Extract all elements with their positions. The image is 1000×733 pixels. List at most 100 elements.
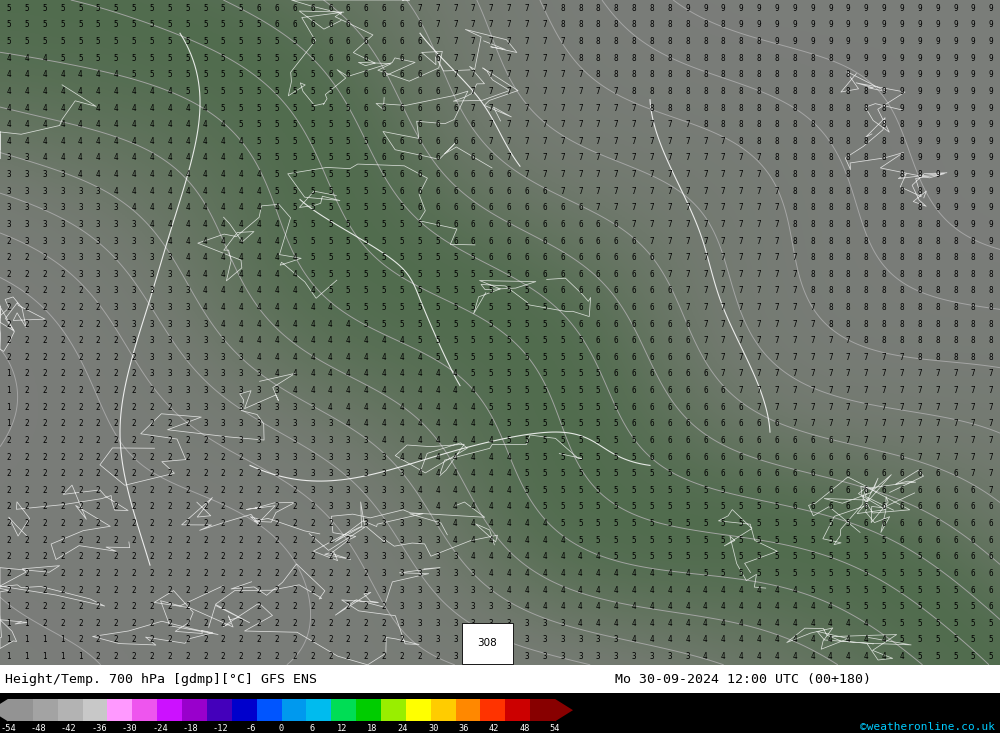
Text: 8: 8 [882,103,886,113]
Text: 4: 4 [578,552,583,561]
Text: 9: 9 [792,21,797,29]
Text: 8: 8 [971,320,976,328]
Text: 3: 3 [382,452,386,462]
Text: 5: 5 [578,353,583,362]
Text: 8: 8 [864,253,868,262]
Text: 4: 4 [667,569,672,578]
Text: 3: 3 [292,402,297,412]
Text: 2: 2 [114,536,118,545]
Text: 6: 6 [435,203,440,213]
Text: 6: 6 [649,386,654,395]
Text: 2: 2 [203,636,208,644]
Text: 5: 5 [310,103,315,113]
Text: 5: 5 [185,54,190,63]
Text: 4: 4 [239,187,243,196]
Text: 9: 9 [864,4,868,12]
Text: 7: 7 [596,187,601,196]
Text: 5: 5 [757,519,761,528]
Text: 4: 4 [828,619,833,627]
Text: 8: 8 [810,120,815,129]
Text: 6: 6 [310,4,315,12]
Text: 5: 5 [828,569,833,578]
Text: 6: 6 [382,137,386,146]
Text: 4: 4 [364,353,368,362]
Text: 6: 6 [703,419,708,428]
Text: 9: 9 [846,54,851,63]
Text: 7: 7 [560,137,565,146]
Text: 5: 5 [507,386,511,395]
Text: 8: 8 [917,270,922,279]
Text: 4: 4 [239,137,243,146]
Text: 2: 2 [96,386,101,395]
Text: 3: 3 [167,270,172,279]
Text: 6: 6 [703,402,708,412]
Text: 4: 4 [399,436,404,445]
Text: 4: 4 [703,636,708,644]
Text: 1: 1 [7,419,11,428]
Text: 5: 5 [792,569,797,578]
Text: 7: 7 [953,402,958,412]
Text: 8: 8 [792,54,797,63]
Text: 7: 7 [953,452,958,462]
Text: 6: 6 [703,386,708,395]
Text: 4: 4 [471,402,476,412]
Text: 3: 3 [149,287,154,295]
Text: 6: 6 [364,4,368,12]
Text: 5: 5 [810,536,815,545]
Text: 9: 9 [792,37,797,46]
Text: 7: 7 [614,187,618,196]
Text: 7: 7 [774,402,779,412]
Text: 2: 2 [292,602,297,611]
Text: 3: 3 [78,187,83,196]
Text: 9: 9 [953,187,958,196]
Text: 2: 2 [185,552,190,561]
Text: 8: 8 [578,21,583,29]
Text: 3: 3 [24,237,29,246]
Text: 2: 2 [114,552,118,561]
Text: 8: 8 [774,137,779,146]
Text: 48: 48 [519,724,530,733]
Text: 5: 5 [364,170,368,179]
Text: 7: 7 [792,336,797,345]
Text: 4: 4 [203,120,208,129]
Text: 3: 3 [471,586,476,594]
Text: 2: 2 [78,552,83,561]
Text: 4: 4 [114,153,118,163]
Text: 8: 8 [846,253,851,262]
Text: 4: 4 [774,619,779,627]
Text: 4: 4 [42,120,47,129]
Text: 4: 4 [542,519,547,528]
Text: 2: 2 [96,469,101,478]
Text: 6: 6 [667,452,672,462]
Text: 8: 8 [757,87,761,96]
Text: 5: 5 [310,120,315,129]
Text: 2: 2 [239,586,243,594]
Text: 1: 1 [24,652,29,661]
Text: 5: 5 [203,70,208,79]
Text: 2: 2 [42,336,47,345]
Text: 4: 4 [364,369,368,378]
Text: 3: 3 [167,353,172,362]
Text: 3: 3 [149,303,154,312]
Text: 8: 8 [739,70,743,79]
Text: 2: 2 [257,486,261,495]
Text: 7: 7 [739,253,743,262]
Text: 5: 5 [417,287,422,295]
Text: 3: 3 [292,452,297,462]
Text: 7: 7 [453,54,458,63]
Text: 5: 5 [614,536,618,545]
Bar [33,699,58,721]
Text: 4: 4 [864,652,868,661]
Text: 3: 3 [7,187,11,196]
Text: 3: 3 [346,469,351,478]
Text: 5: 5 [310,70,315,79]
Text: 3: 3 [167,320,172,328]
Text: 3: 3 [382,519,386,528]
Text: 5: 5 [632,486,636,495]
Text: 5: 5 [114,21,118,29]
Text: 3: 3 [471,602,476,611]
Text: 8: 8 [810,187,815,196]
Text: 5: 5 [24,21,29,29]
Text: 2: 2 [203,452,208,462]
Text: 6: 6 [632,386,636,395]
